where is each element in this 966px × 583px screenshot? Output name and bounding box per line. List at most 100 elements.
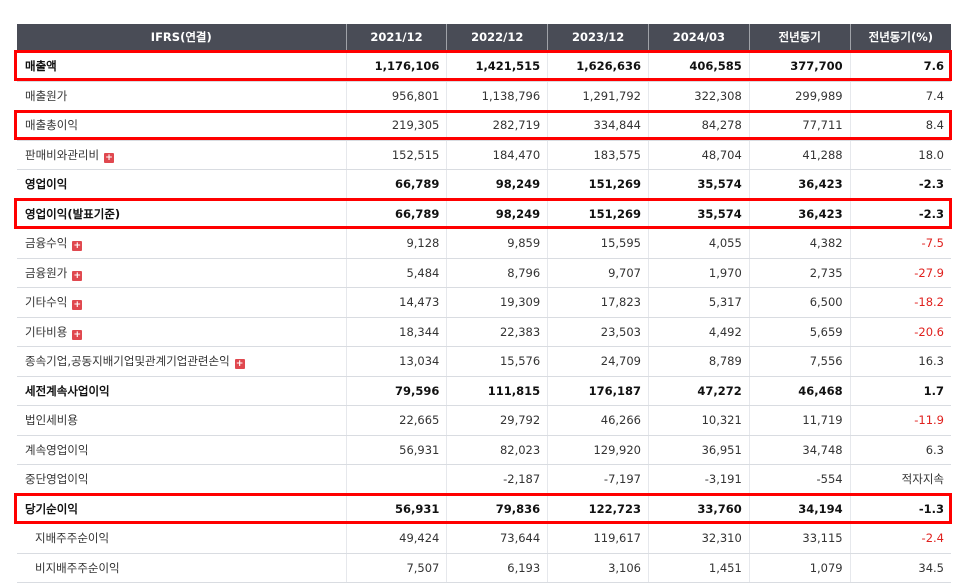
value-cell: -20.6 [849, 317, 951, 347]
value-cell: 119,617 [547, 523, 649, 554]
value-cell: 16.3 [849, 346, 951, 377]
value-cell: -7,197 [547, 464, 649, 495]
value-cell: 6.3 [849, 435, 951, 465]
value-cell: 98,249 [446, 169, 548, 200]
value-cell: 24,709 [547, 346, 649, 377]
value-cell: 8,796 [446, 258, 548, 288]
table-row: 매출총이익 219,305 282,719 334,844 84,278 77,711 8.… [17, 110, 951, 141]
value-cell: 35,574 [648, 199, 750, 229]
value-cell: 6,193 [446, 553, 548, 583]
value-cell: 7.6 [849, 50, 951, 82]
value-cell: 7.4 [849, 81, 951, 111]
table-row: 기타수익 +14,473 19,309 17,823 5,317 6,500 -18.2 [17, 287, 951, 318]
value-cell: 73,644 [446, 523, 548, 554]
row-label: 매출원가 [25, 88, 68, 103]
value-cell: 176,187 [547, 376, 649, 406]
table-row: 판매비와관리비 +152,515 184,470 183,575 48,704 41,28… [17, 140, 951, 170]
header-2024-03: 2024/03 [648, 24, 750, 51]
row-label-cell: 비지배주주순이익 [17, 553, 347, 583]
expand-plus-icon[interactable]: + [234, 359, 245, 370]
value-cell: 377,700 [748, 50, 851, 82]
table-row: 영업이익(발표기준) 66,789 98,249 151,269 35,574 36,42… [17, 199, 951, 229]
row-label: 금융수익 [25, 236, 68, 251]
value-cell: 36,951 [648, 435, 750, 465]
table-row: 영업이익 66,789 98,249 151,269 35,574 36,423 -2.3 [17, 169, 951, 200]
row-label-cell: 법인세비용 [17, 405, 347, 436]
value-cell: 15,595 [547, 228, 649, 259]
row-label: 영업이익(발표기준) [25, 206, 121, 221]
table-row: 중단영업이익 -2,187 -7,197 -3,191 -554 적자지속 [17, 464, 951, 495]
row-label-cell: 금융원가 + [17, 258, 347, 288]
value-cell: 84,278 [648, 110, 750, 141]
row-label-cell: 당기순이익 [17, 494, 347, 524]
table-row: 매출액 1,176,106 1,421,515 1,626,636 406,585 377… [17, 50, 951, 82]
table-row: 비지배주주순이익 7,507 6,193 3,106 1,451 1,079 34.5 [17, 553, 951, 583]
value-cell: 6,500 [748, 287, 851, 318]
value-cell: 10,321 [648, 405, 750, 436]
value-cell: 98,249 [446, 199, 548, 229]
expand-plus-icon[interactable]: + [72, 329, 83, 340]
value-cell: 406,585 [648, 50, 750, 82]
row-label-cell: 매출액 [17, 50, 347, 82]
value-cell: 7,556 [748, 346, 851, 377]
value-cell: 13,034 [345, 346, 447, 377]
value-cell: 1,970 [648, 258, 750, 288]
header-2021-12: 2021/12 [345, 24, 447, 51]
value-cell: 1,079 [748, 553, 851, 583]
value-cell [345, 464, 447, 495]
value-cell: 8,789 [648, 346, 750, 377]
value-cell: 22,665 [345, 405, 447, 436]
expand-plus-icon[interactable]: + [72, 241, 83, 252]
table-row: 금융수익 +9,128 9,859 15,595 4,055 4,382 -7.5 [17, 228, 951, 259]
value-cell: 122,723 [547, 494, 649, 524]
row-label: 당기순이익 [25, 501, 78, 516]
value-cell: 1,626,636 [547, 50, 649, 82]
value-cell: 14,473 [345, 287, 447, 318]
expand-plus-icon[interactable]: + [72, 300, 83, 311]
value-cell: 34,748 [748, 435, 851, 465]
value-cell: 47,272 [648, 376, 750, 406]
row-label: 영업이익 [25, 177, 68, 192]
value-cell: 18.0 [849, 140, 951, 170]
row-label: 매출액 [25, 59, 57, 74]
value-cell: 34,194 [748, 494, 851, 524]
row-label: 비지배주주순이익 [35, 560, 120, 575]
table-row: 종속기업,공동지배기업및관계기업관련손익 +13,034 15,576 24,709 8… [17, 346, 951, 377]
value-cell: 152,515 [345, 140, 447, 170]
value-cell: -2.3 [849, 199, 951, 229]
table-row: 세전계속사업이익 79,596 111,815 176,187 47,272 46,468… [17, 376, 951, 406]
value-cell: 184,470 [446, 140, 548, 170]
table-row: 법인세비용 22,665 29,792 46,266 10,321 11,719 -11.9 [17, 405, 951, 436]
value-cell: 129,920 [547, 435, 649, 465]
value-cell: 18,344 [345, 317, 447, 347]
row-label-cell: 중단영업이익 [17, 464, 347, 495]
table-row: 계속영업이익 56,931 82,023 129,920 36,951 34,748 6.3 [17, 435, 951, 465]
value-cell: 56,931 [345, 435, 447, 465]
value-cell: -11.9 [849, 405, 951, 436]
row-label: 세전계속사업이익 [25, 383, 110, 398]
expand-plus-icon[interactable]: + [104, 152, 115, 163]
header-2022-12: 2022/12 [446, 24, 548, 51]
row-label-cell: 종속기업,공동지배기업및관계기업관련손익 + [17, 346, 347, 377]
expand-plus-icon[interactable]: + [72, 270, 83, 281]
value-cell: 282,719 [446, 110, 548, 141]
value-cell: 4,055 [648, 228, 750, 259]
row-label-cell: 매출원가 [17, 81, 347, 111]
value-cell: 111,815 [446, 376, 548, 406]
value-cell: 151,269 [547, 169, 649, 200]
row-label-cell: 영업이익 [17, 169, 347, 200]
value-cell: 5,484 [345, 258, 447, 288]
value-cell: 34.5 [849, 553, 951, 583]
row-label-cell: 판매비와관리비 + [17, 140, 347, 170]
value-cell: 적자지속 [849, 464, 951, 495]
table-row: 당기순이익 56,931 79,836 122,723 33,760 34,194 -1.3 [17, 494, 951, 524]
table-row: 기타비용 +18,344 22,383 23,503 4,492 5,659 -20.6 [17, 317, 951, 347]
value-cell: -2.3 [849, 169, 951, 200]
row-label: 중단영업이익 [25, 472, 89, 487]
value-cell: 956,801 [345, 81, 447, 111]
header-prev-year-period: 전년동기 [748, 24, 851, 51]
row-label-cell: 기타수익 + [17, 287, 347, 318]
value-cell: 1,451 [648, 553, 750, 583]
row-label: 매출총이익 [25, 118, 78, 133]
row-label: 종속기업,공동지배기업및관계기업관련손익 [25, 354, 230, 369]
